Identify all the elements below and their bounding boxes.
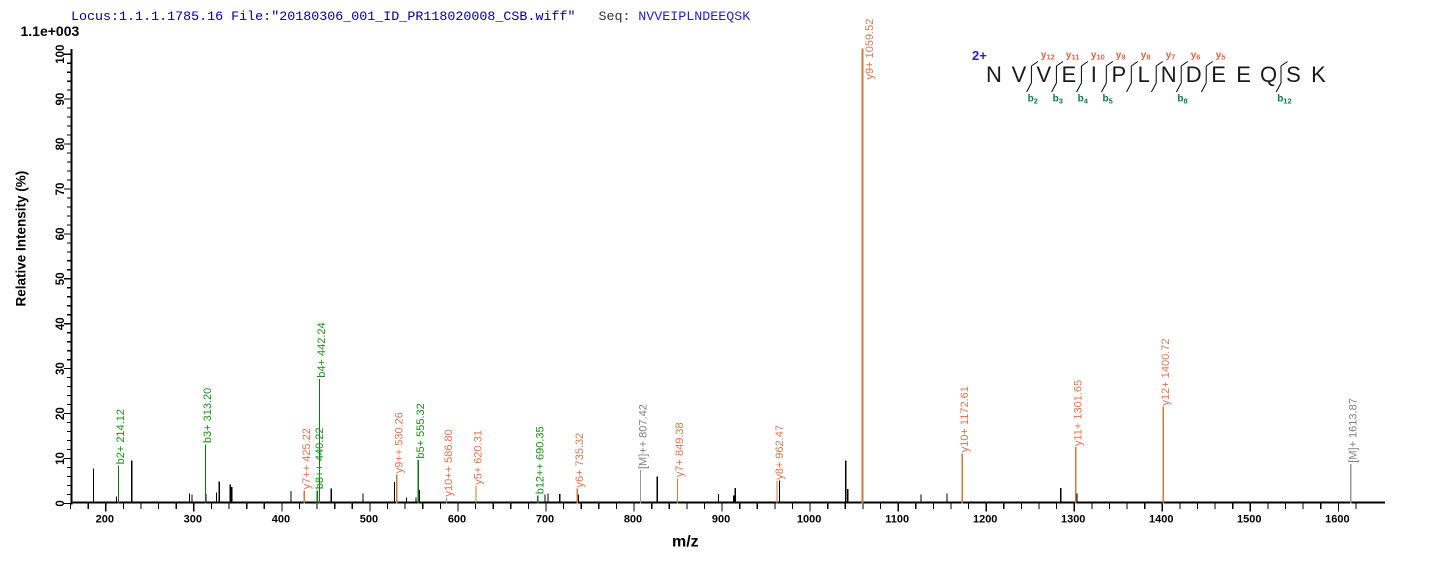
svg-text:y7++ 425.22: y7++ 425.22 — [301, 428, 313, 489]
svg-text:E: E — [1236, 62, 1251, 87]
svg-text:b5+ 555.32: b5+ 555.32 — [415, 403, 427, 458]
svg-text:1500: 1500 — [1237, 513, 1261, 525]
svg-text:1400: 1400 — [1149, 513, 1173, 525]
svg-text:y9: y9 — [1116, 50, 1126, 61]
svg-text:0: 0 — [55, 500, 67, 506]
svg-text:b12++ 690.35: b12++ 690.35 — [534, 426, 546, 494]
svg-text:y7+ 849.38: y7+ 849.38 — [674, 422, 686, 477]
svg-text:N: N — [1161, 62, 1177, 87]
svg-text:1000: 1000 — [797, 513, 821, 525]
svg-text:700: 700 — [536, 513, 554, 525]
svg-text:NVVEIPLNDEEQSK: NVVEIPLNDEEQSK — [638, 10, 750, 25]
svg-text:300: 300 — [184, 513, 202, 525]
svg-text:b5: b5 — [1103, 93, 1113, 105]
svg-text:y9+ 1059.52: y9+ 1059.52 — [864, 19, 876, 80]
svg-text:Locus:1.1.1.1785.16 File:"2018: Locus:1.1.1.1785.16 File:"20180306_001_I… — [71, 10, 575, 25]
svg-text:y7: y7 — [1166, 50, 1176, 61]
svg-text:b4: b4 — [1078, 93, 1089, 105]
svg-text:1100: 1100 — [885, 513, 909, 525]
svg-text:D: D — [1186, 62, 1202, 87]
svg-text:40: 40 — [55, 317, 67, 330]
svg-text:m/z: m/z — [672, 533, 699, 550]
svg-text:y12: y12 — [1041, 50, 1055, 61]
svg-text:V: V — [1037, 62, 1052, 87]
svg-text:400: 400 — [272, 513, 290, 525]
svg-text:b8: b8 — [1177, 93, 1187, 105]
svg-text:[M]+ 1613.87: [M]+ 1613.87 — [1348, 398, 1360, 463]
svg-text:10: 10 — [55, 452, 67, 465]
svg-text:y6: y6 — [1191, 50, 1201, 61]
svg-text:E: E — [1211, 62, 1226, 87]
svg-text:y8+ 962.47: y8+ 962.47 — [774, 425, 786, 480]
svg-text:b2: b2 — [1028, 93, 1038, 105]
svg-text:P: P — [1111, 62, 1126, 87]
svg-text:Relative Intensity (%): Relative Intensity (%) — [14, 171, 29, 307]
svg-text:2+: 2+ — [972, 48, 987, 63]
svg-text:y11+ 1301.65: y11+ 1301.65 — [1073, 380, 1085, 446]
svg-text:[M]++ 807.42: [M]++ 807.42 — [637, 404, 649, 469]
svg-text:90: 90 — [55, 93, 67, 106]
svg-text:30: 30 — [55, 362, 67, 375]
svg-text:I: I — [1091, 62, 1097, 87]
svg-text:900: 900 — [712, 513, 730, 525]
svg-text:y9++ 530.26: y9++ 530.26 — [393, 412, 405, 473]
svg-text:y10++ 586.80: y10++ 586.80 — [443, 429, 455, 496]
svg-text:1300: 1300 — [1061, 513, 1085, 525]
svg-text:50: 50 — [55, 272, 67, 285]
svg-text:K: K — [1311, 62, 1326, 87]
svg-text:b8++ 440.22: b8++ 440.22 — [314, 428, 326, 490]
svg-text:80: 80 — [55, 138, 67, 151]
svg-text:500: 500 — [360, 513, 378, 525]
svg-text:y6+ 735.32: y6+ 735.32 — [574, 433, 586, 488]
svg-text:L: L — [1138, 62, 1150, 87]
svg-text:1200: 1200 — [973, 513, 997, 525]
svg-text:60: 60 — [55, 228, 67, 241]
svg-text:Seq:: Seq: — [599, 10, 631, 25]
svg-text:y10+ 1172.61: y10+ 1172.61 — [959, 386, 971, 452]
svg-text:y10: y10 — [1091, 50, 1105, 61]
svg-text:b12: b12 — [1277, 93, 1291, 105]
svg-text:y5+ 620.31: y5+ 620.31 — [473, 430, 485, 485]
svg-text:b3+ 313.20: b3+ 313.20 — [202, 388, 214, 443]
svg-text:N: N — [986, 62, 1002, 87]
svg-text:b3: b3 — [1053, 93, 1063, 105]
svg-text:y11: y11 — [1066, 50, 1080, 61]
svg-text:1.1e+003: 1.1e+003 — [21, 23, 80, 39]
svg-text:200: 200 — [96, 513, 114, 525]
svg-text:V: V — [1012, 62, 1027, 87]
svg-text:Q: Q — [1260, 62, 1277, 87]
svg-text:600: 600 — [448, 513, 466, 525]
svg-text:S: S — [1286, 62, 1301, 87]
svg-text:E: E — [1062, 62, 1077, 87]
svg-text:1600: 1600 — [1325, 513, 1349, 525]
svg-text:70: 70 — [55, 183, 67, 196]
svg-text:100: 100 — [55, 45, 67, 64]
svg-text:800: 800 — [624, 513, 642, 525]
svg-text:20: 20 — [55, 407, 67, 420]
svg-text:y5: y5 — [1216, 50, 1226, 61]
svg-text:y12+ 1400.72: y12+ 1400.72 — [1160, 339, 1172, 406]
svg-text:y8: y8 — [1141, 50, 1151, 61]
svg-text:b4+ 442.24: b4+ 442.24 — [316, 322, 328, 377]
svg-text:b2+ 214.12: b2+ 214.12 — [115, 409, 127, 464]
